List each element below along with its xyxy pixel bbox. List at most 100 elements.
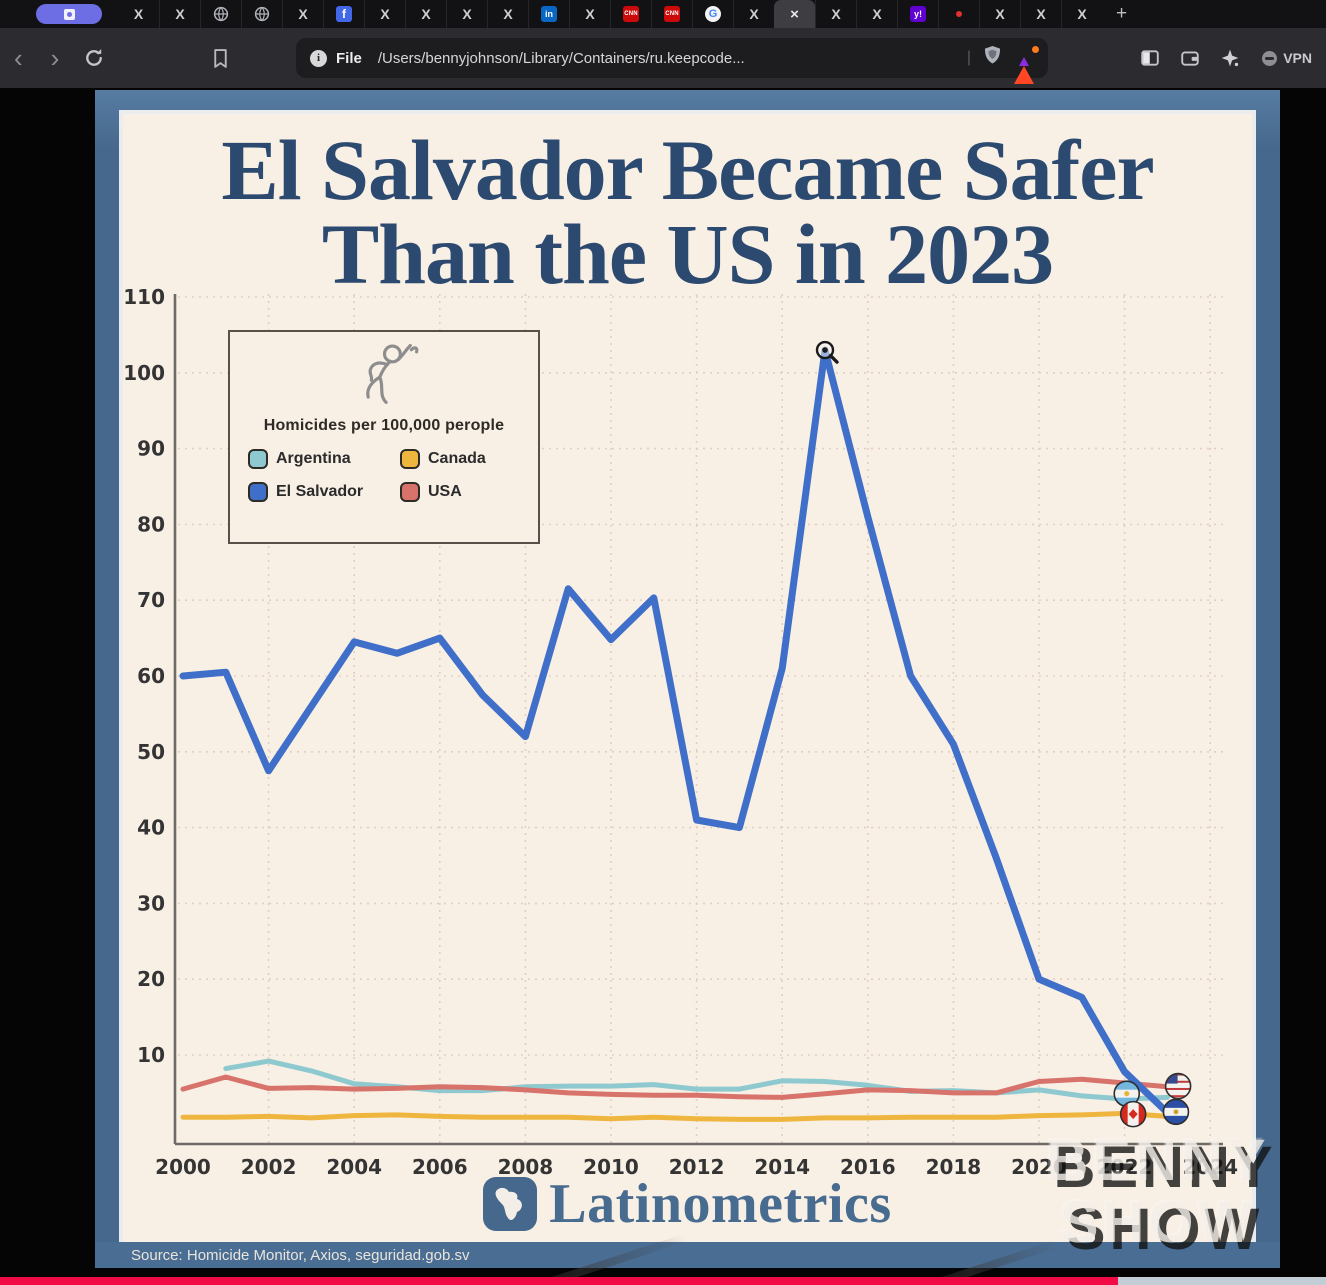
tab-active[interactable]: × xyxy=(774,0,815,28)
series-line-canada xyxy=(180,1110,1170,1122)
tab-x[interactable]: X xyxy=(979,0,1020,28)
svg-text:50: 50 xyxy=(137,740,165,764)
svg-text:100: 100 xyxy=(123,361,165,385)
legend-swatch xyxy=(400,449,420,469)
rewards-triangle-icon[interactable] xyxy=(1014,44,1041,84)
progress-remaining xyxy=(1118,1277,1326,1285)
flag-argentina xyxy=(1114,1081,1140,1107)
chart-legend: Homicides per 100,000 perople Argentina C… xyxy=(228,330,540,544)
legend-item-usa: USA xyxy=(400,482,534,502)
flag-usa xyxy=(1165,1073,1191,1099)
notification-badge xyxy=(1030,44,1041,55)
new-tab-button[interactable]: + xyxy=(1116,3,1128,24)
tab-globe[interactable] xyxy=(200,0,241,28)
toolbar-right-icons: VPN xyxy=(1130,28,1312,88)
tab-x[interactable]: X xyxy=(282,0,323,28)
chart-image: El Salvador Became Safer Than the US in … xyxy=(95,90,1280,1268)
browser-toolbar: ‹ › i File /Users/bennyjohnson/Library/C… xyxy=(0,28,1326,88)
tab-x[interactable]: X xyxy=(405,0,446,28)
chalk-outline-icon xyxy=(366,343,419,404)
svg-text:90: 90 xyxy=(137,437,165,461)
vpn-label: VPN xyxy=(1283,50,1312,66)
latinometrics-brand: Latinometrics xyxy=(123,1172,1252,1236)
tab-x[interactable]: X xyxy=(815,0,856,28)
svg-text:40: 40 xyxy=(137,816,165,840)
flag-markers xyxy=(1113,1072,1192,1128)
tab-x[interactable]: X xyxy=(1061,0,1102,28)
video-progress-bar[interactable] xyxy=(0,1277,1326,1285)
legend-swatch xyxy=(248,482,268,502)
watermark-line2: SHOW xyxy=(1059,1190,1257,1255)
chart-title-line2: Than the US in 2023 xyxy=(321,206,1054,302)
legend-label: Canada xyxy=(428,450,486,467)
legend-swatch xyxy=(400,482,420,502)
legend-item-el-salvador: El Salvador xyxy=(248,482,400,502)
svg-text:60: 60 xyxy=(137,664,165,688)
svg-text:30: 30 xyxy=(137,891,165,915)
legend-swatch xyxy=(248,449,268,469)
tab-globe[interactable] xyxy=(241,0,282,28)
tab-google[interactable]: G xyxy=(692,0,733,28)
tab-x[interactable]: X xyxy=(487,0,528,28)
address-bar[interactable]: i File /Users/bennyjohnson/Library/Conta… xyxy=(296,38,1048,84)
tab-dot[interactable] xyxy=(938,0,979,28)
tab-x[interactable]: X xyxy=(446,0,487,28)
protocol-label: File xyxy=(336,49,362,67)
tab-x[interactable]: X xyxy=(364,0,405,28)
vpn-icon xyxy=(1262,50,1278,66)
bookmark-icon[interactable] xyxy=(211,48,230,69)
latinometrics-logo-text: Latinometrics xyxy=(549,1173,892,1235)
vpn-button[interactable]: VPN xyxy=(1262,50,1312,66)
profile-icon xyxy=(63,8,75,20)
tab-group-pill[interactable] xyxy=(36,4,102,24)
progress-played xyxy=(0,1277,1118,1285)
legend-heading: Homicides per 100,000 perople xyxy=(263,417,505,434)
divider: | xyxy=(966,49,971,66)
svg-text:80: 80 xyxy=(137,512,165,536)
source-text: Source: Homicide Monitor, Axios, segurid… xyxy=(131,1246,470,1264)
magnifier-cursor-icon xyxy=(815,340,839,364)
sidebar-icon[interactable] xyxy=(1140,48,1160,68)
url-text: /Users/bennyjohnson/Library/Containers/r… xyxy=(377,49,745,67)
benny-show-watermark: BENNY SHOW xyxy=(1008,1130,1308,1254)
legend-label: Argentina xyxy=(276,450,351,467)
tab-linkedin[interactable]: in xyxy=(528,0,569,28)
chart-title: El Salvador Became Safer Than the US in … xyxy=(123,122,1252,302)
tab-yahoo[interactable]: y! xyxy=(897,0,938,28)
page-content: El Salvador Became Safer Than the US in … xyxy=(0,88,1326,1285)
tab-x[interactable]: X xyxy=(856,0,897,28)
source-line: Source: Homicide Monitor, Axios, segurid… xyxy=(95,1242,1280,1268)
svg-text:20: 20 xyxy=(137,967,165,991)
flag-el-salvador xyxy=(1163,1099,1189,1125)
reload-button[interactable] xyxy=(83,47,105,69)
chart-title-line1: El Salvador Became Safer xyxy=(221,122,1154,218)
svg-text:70: 70 xyxy=(137,588,165,612)
svg-text:10: 10 xyxy=(137,1043,165,1067)
series-line-usa xyxy=(180,1074,1170,1100)
series-line-argentina xyxy=(223,1058,1170,1102)
tab-x[interactable]: X xyxy=(1020,0,1061,28)
latinometrics-logo-icon xyxy=(483,1177,538,1231)
tab-facebook[interactable]: f xyxy=(323,0,364,28)
legend-label: USA xyxy=(428,483,462,500)
leo-ai-sparkle-icon[interactable] xyxy=(1220,48,1240,68)
tab-cnn[interactable]: CNN xyxy=(651,0,692,28)
tab-x[interactable]: X xyxy=(159,0,200,28)
wallet-icon[interactable] xyxy=(1180,48,1200,68)
page-info-icon[interactable]: i xyxy=(310,49,327,67)
legend-item-canada: Canada xyxy=(400,449,534,469)
back-button[interactable]: ‹ xyxy=(14,43,23,73)
flag-canada xyxy=(1120,1101,1146,1127)
tab-x[interactable]: X xyxy=(569,0,610,28)
brave-shield-icon[interactable] xyxy=(983,45,1002,71)
tab-x[interactable]: X xyxy=(133,6,144,22)
tab-cnn[interactable]: CNN xyxy=(610,0,651,28)
tab-x[interactable]: X xyxy=(733,0,774,28)
chart-canvas: El Salvador Became Safer Than the US in … xyxy=(123,114,1252,1242)
forward-button[interactable]: › xyxy=(50,43,60,73)
legend-entries: Argentina Canada El Salvador USA xyxy=(248,449,538,502)
legend-label: El Salvador xyxy=(276,483,364,500)
